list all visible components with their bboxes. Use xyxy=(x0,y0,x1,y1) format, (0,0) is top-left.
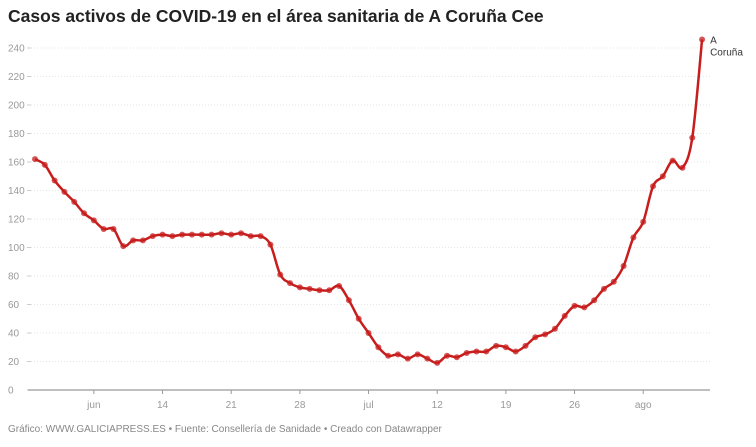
data-point xyxy=(659,173,666,180)
data-point xyxy=(689,134,696,141)
data-point xyxy=(90,217,97,224)
data-point xyxy=(41,161,48,168)
data-point xyxy=(591,297,598,304)
y-tick-label: 180 xyxy=(8,129,25,140)
data-point xyxy=(287,280,294,287)
data-point xyxy=(345,297,352,304)
data-point xyxy=(669,157,676,164)
data-point xyxy=(699,36,706,43)
data-point xyxy=(198,231,205,238)
x-tick-label: 12 xyxy=(432,400,444,411)
x-tick-label: 26 xyxy=(569,400,581,411)
data-point xyxy=(600,285,607,292)
y-tick-label: 80 xyxy=(8,272,20,283)
data-point xyxy=(522,342,529,349)
data-point xyxy=(159,231,166,238)
data-point xyxy=(51,177,58,184)
data-point xyxy=(306,285,313,292)
chart-footer: Gráfico: WWW.GALICIAPRESS.ES • Fuente: C… xyxy=(8,424,442,435)
data-point xyxy=(512,348,519,355)
data-point xyxy=(561,312,568,319)
y-tick-label: 0 xyxy=(8,386,14,397)
data-point xyxy=(238,230,245,237)
data-point xyxy=(650,183,657,190)
data-point xyxy=(139,237,146,244)
x-tick-label: jun xyxy=(86,400,100,411)
y-tick-label: 140 xyxy=(8,186,25,197)
data-point xyxy=(444,352,451,359)
data-point xyxy=(208,231,215,238)
data-point xyxy=(375,344,382,351)
data-point xyxy=(365,330,372,336)
data-point xyxy=(385,352,392,359)
x-tick-label: 14 xyxy=(157,400,169,411)
data-point xyxy=(267,241,274,248)
x-tick-label: 19 xyxy=(500,400,512,411)
data-point xyxy=(404,355,411,362)
data-point xyxy=(610,278,617,285)
data-point xyxy=(473,348,480,355)
data-point xyxy=(551,325,558,332)
data-point xyxy=(296,284,303,291)
data-point xyxy=(640,218,647,225)
data-point xyxy=(188,231,195,238)
series-label: Coruña xyxy=(710,47,743,58)
data-point xyxy=(228,231,235,238)
data-point xyxy=(571,302,578,309)
data-point xyxy=(434,359,441,366)
data-point xyxy=(247,233,254,240)
data-point xyxy=(81,210,88,217)
data-point xyxy=(463,349,470,356)
data-point xyxy=(394,351,401,358)
data-point xyxy=(71,198,78,205)
data-point xyxy=(277,271,284,278)
data-point xyxy=(630,234,637,241)
data-point xyxy=(355,315,362,322)
x-tick-label: jul xyxy=(363,400,374,411)
data-point xyxy=(414,351,421,358)
y-tick-label: 120 xyxy=(8,215,25,226)
data-point xyxy=(532,334,539,341)
data-point xyxy=(100,225,107,232)
y-tick-label: 160 xyxy=(8,158,25,169)
data-point xyxy=(120,243,127,250)
data-point xyxy=(453,354,460,361)
y-tick-label: 20 xyxy=(8,357,20,368)
data-point xyxy=(179,231,186,238)
y-tick-label: 240 xyxy=(8,44,25,55)
data-point xyxy=(32,156,38,163)
data-point xyxy=(326,287,333,294)
y-tick-label: 200 xyxy=(8,101,25,112)
x-tick-label: 28 xyxy=(294,400,306,411)
data-point xyxy=(149,233,156,240)
x-tick-label: ago xyxy=(635,400,652,411)
series-label: A xyxy=(710,35,717,46)
data-point xyxy=(483,348,490,355)
y-tick-label: 40 xyxy=(8,329,20,340)
data-point xyxy=(130,237,137,244)
data-point xyxy=(493,342,500,349)
data-point xyxy=(336,282,343,289)
data-point xyxy=(61,188,68,195)
data-point xyxy=(581,304,588,311)
x-tick-label: 21 xyxy=(226,400,238,411)
data-point xyxy=(424,355,431,362)
data-point xyxy=(110,225,117,232)
data-point xyxy=(679,164,686,171)
y-tick-label: 220 xyxy=(8,72,25,83)
data-point xyxy=(316,287,323,294)
y-tick-label: 100 xyxy=(8,243,25,254)
data-point xyxy=(169,233,176,240)
data-point xyxy=(542,331,549,338)
data-point xyxy=(218,230,225,237)
chart-title: Casos activos de COVID-19 en el área san… xyxy=(8,6,544,26)
data-point xyxy=(502,344,509,351)
y-tick-label: 60 xyxy=(8,300,20,311)
data-point xyxy=(620,263,627,270)
data-point xyxy=(257,233,264,240)
series-line xyxy=(34,39,704,365)
